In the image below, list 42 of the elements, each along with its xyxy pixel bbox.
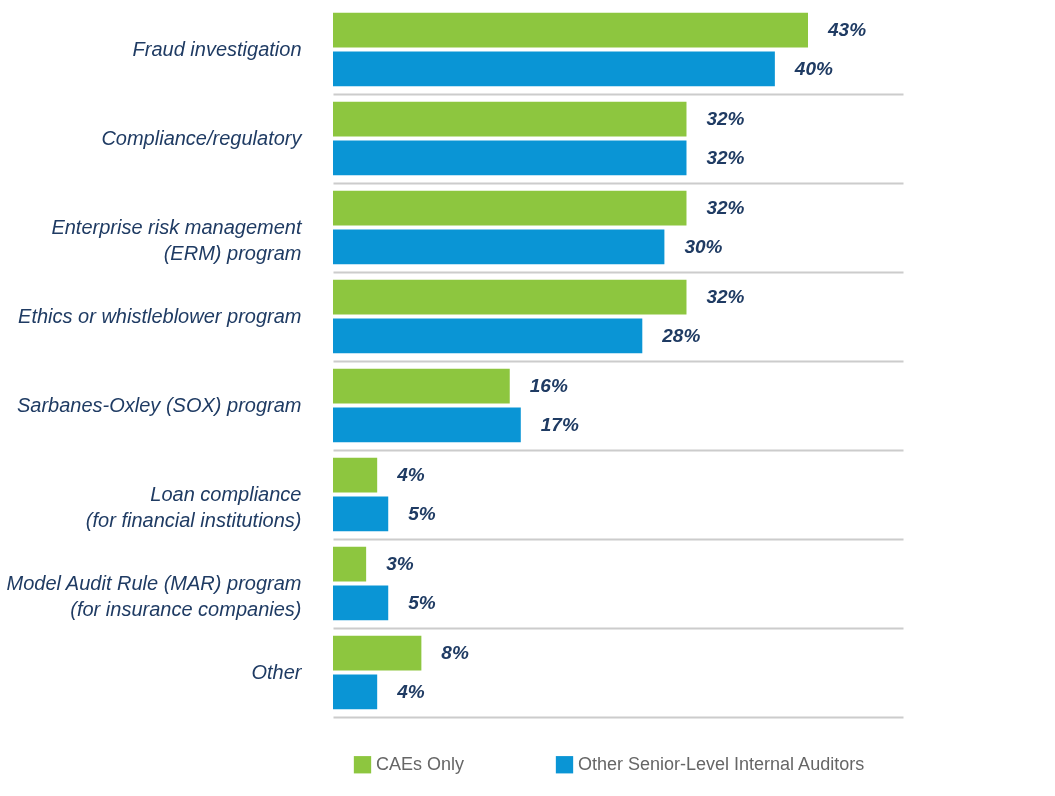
data-label: 32% bbox=[706, 286, 745, 308]
bar bbox=[333, 457, 378, 493]
data-label: 16% bbox=[529, 375, 568, 397]
data-label: 3% bbox=[386, 553, 414, 575]
data-label: 43% bbox=[827, 19, 867, 41]
data-label: 5% bbox=[408, 502, 436, 524]
bar bbox=[333, 635, 422, 671]
bar bbox=[333, 496, 389, 532]
y-tick-label: Loan compliance (for financial institutions) bbox=[85, 482, 302, 531]
bar bbox=[333, 279, 687, 315]
data-label: 32% bbox=[706, 108, 745, 130]
y-tick-label: Ethics or whistleblower program bbox=[18, 304, 302, 327]
data-label: 4% bbox=[396, 680, 425, 702]
data-label: 8% bbox=[441, 642, 469, 664]
legend-label: CAEs Only bbox=[376, 753, 465, 774]
bar bbox=[333, 190, 687, 226]
data-label: 28% bbox=[661, 324, 701, 346]
bar bbox=[333, 51, 775, 87]
data-label: 4% bbox=[396, 464, 425, 486]
y-tick-label: Compliance/regulatory bbox=[101, 126, 303, 149]
bar bbox=[333, 585, 389, 621]
y-tick-label: Other bbox=[251, 660, 303, 683]
bar bbox=[333, 318, 643, 354]
data-label: 32% bbox=[706, 197, 745, 219]
bar bbox=[333, 229, 665, 265]
bar bbox=[333, 407, 521, 443]
bar bbox=[333, 368, 510, 404]
legend-label: Other Senior-Level Internal Auditors bbox=[578, 753, 865, 774]
bar bbox=[333, 674, 378, 710]
data-label: 5% bbox=[408, 591, 436, 613]
data-label: 17% bbox=[540, 413, 579, 435]
y-tick-label: Sarbanes-Oxley (SOX) program bbox=[16, 393, 302, 416]
y-tick-label: Enterprise risk management (ERM) program bbox=[51, 215, 303, 264]
bar bbox=[333, 546, 367, 582]
y-tick-label: Fraud investigation bbox=[132, 37, 302, 60]
data-label: 32% bbox=[706, 146, 745, 168]
bar bbox=[333, 140, 687, 176]
y-tick-label: Model Audit Rule (MAR) program (for insurance companies) bbox=[6, 571, 302, 620]
bar bbox=[333, 101, 687, 137]
data-label: 30% bbox=[684, 235, 723, 257]
bar bbox=[333, 12, 808, 48]
data-label: 40% bbox=[793, 57, 833, 79]
